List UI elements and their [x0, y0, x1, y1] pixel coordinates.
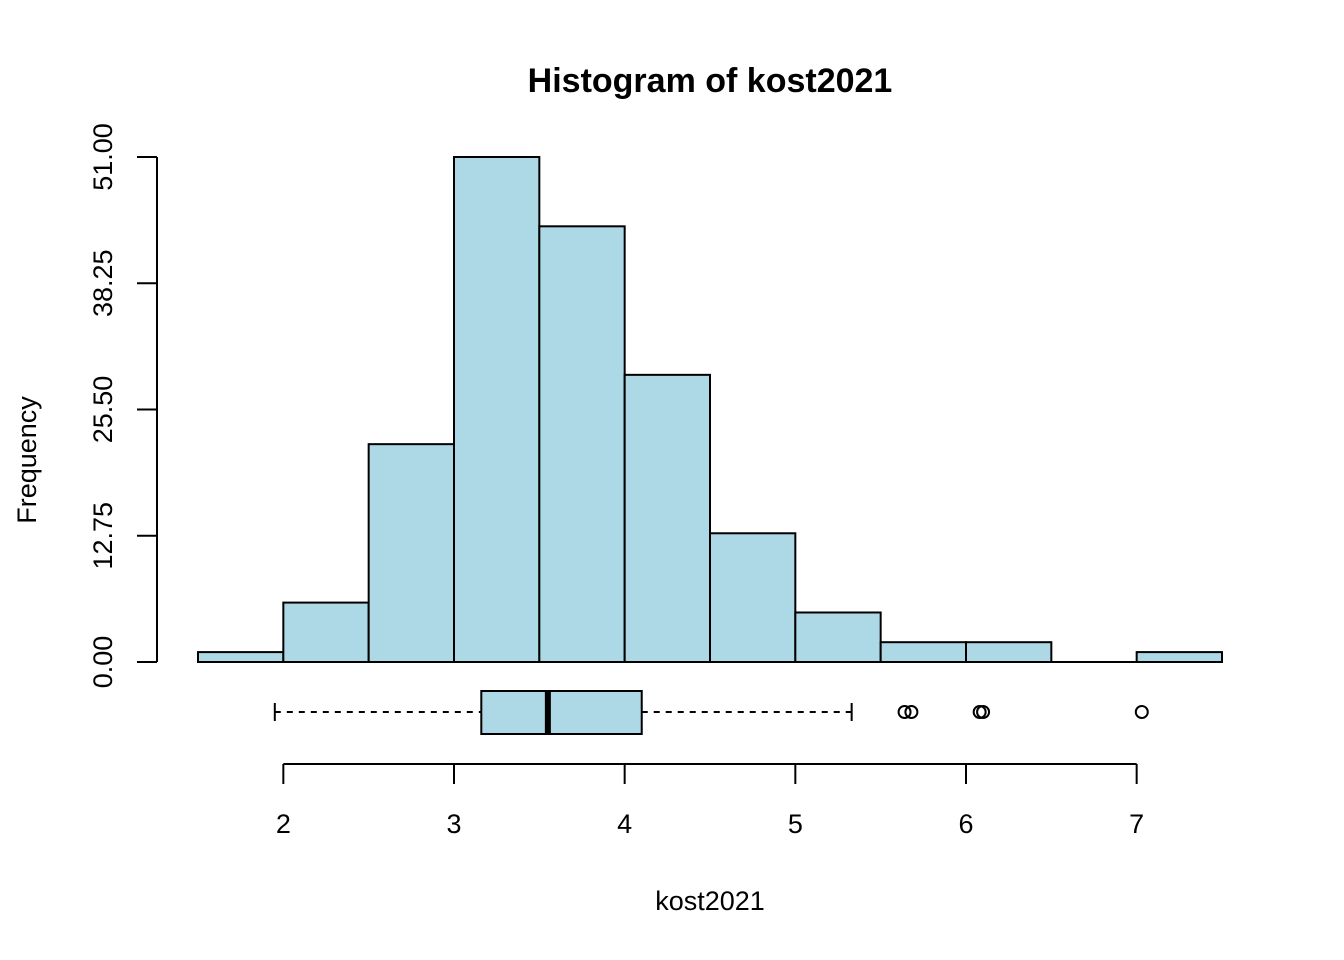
- y-axis-title: Frequency: [12, 396, 42, 524]
- histogram-bar: [1135, 651, 1223, 663]
- histogram-bar: [282, 601, 370, 664]
- x-tick-label: 5: [788, 809, 803, 839]
- histogram-bar: [367, 443, 455, 663]
- x-axis-title: kost2021: [655, 886, 765, 916]
- y-axis: 0.00 12.75 25.50 38.25 51.00: [88, 123, 158, 689]
- histogram-bar: [197, 651, 285, 663]
- histogram-bar: [965, 641, 1053, 664]
- x-tick-label: 2: [276, 809, 291, 839]
- chart-title: Histogram of kost2021: [528, 62, 893, 100]
- x-tick-label: 7: [1129, 809, 1144, 839]
- boxplot-outlier: [1134, 705, 1149, 719]
- y-tick-label: 25.50: [88, 376, 118, 444]
- y-tick-label: 0.00: [88, 636, 118, 689]
- histogram-bar: [709, 532, 797, 664]
- histogram-bar: [538, 225, 626, 663]
- boxplot-outlier: [897, 705, 912, 719]
- x-tick-label: 4: [617, 809, 632, 839]
- histogram-bar: [794, 611, 882, 663]
- histogram-bar: [623, 373, 712, 663]
- boxplot-outlier: [976, 705, 991, 719]
- boxplot-outlier: [904, 705, 919, 719]
- x-axis: 2 3 4 5 6 7: [276, 763, 1144, 839]
- boxplot: [273, 690, 1149, 735]
- y-tick-label: 12.75: [88, 502, 118, 570]
- boxplot-box: [480, 690, 643, 735]
- x-tick-label: 3: [446, 809, 461, 839]
- y-tick-label: 51.00: [88, 123, 118, 191]
- histogram-bar: [453, 156, 541, 663]
- x-tick-label: 6: [958, 809, 973, 839]
- histogram-bars: [197, 156, 1223, 664]
- y-tick-label: 38.25: [88, 249, 118, 317]
- histogram-bar: [879, 641, 968, 664]
